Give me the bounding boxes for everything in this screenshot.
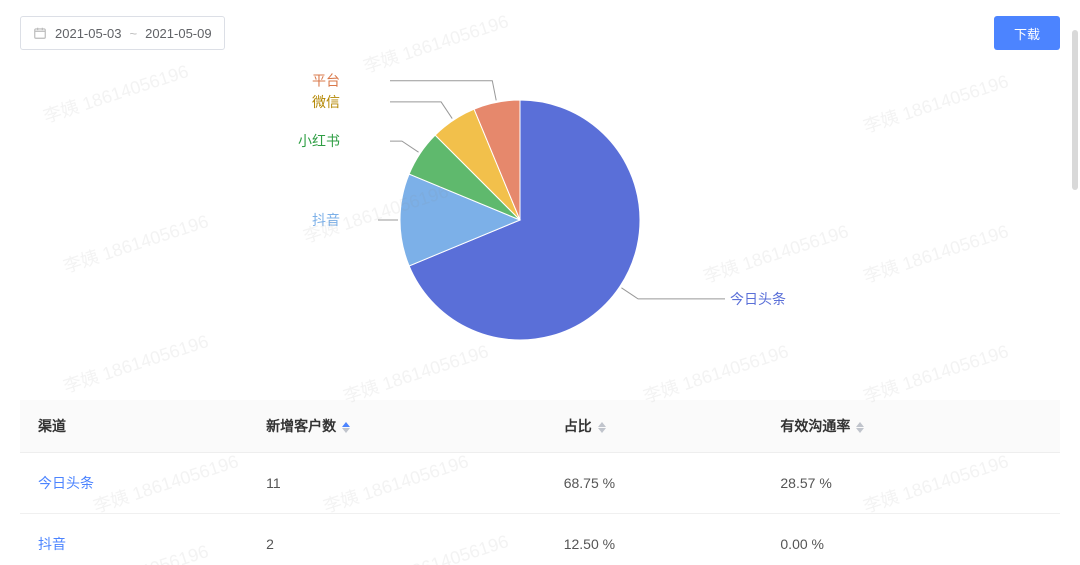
table-header-label: 有效沟通率 [780, 418, 850, 434]
date-separator: ~ [130, 26, 138, 41]
table-header-eff_rate[interactable]: 有效沟通率 [762, 400, 1060, 453]
topbar: 2021-05-03 ~ 2021-05-09 下载 [20, 16, 1060, 50]
pie-label: 抖音 [312, 212, 340, 228]
date-start: 2021-05-03 [55, 26, 122, 41]
pie-label: 小红书 [298, 133, 340, 149]
download-button[interactable]: 下载 [994, 16, 1060, 50]
calendar-icon [33, 26, 47, 40]
table-cell[interactable]: 抖音 [20, 514, 248, 565]
table-header-label: 新增客户数 [266, 418, 336, 434]
table-cell: 68.75 % [546, 453, 763, 514]
table-header-new_count[interactable]: 新增客户数 [248, 400, 546, 453]
table-cell: 11 [248, 453, 546, 514]
sort-icon[interactable] [856, 422, 864, 433]
page-root: 李姨 18614056196李姨 18614056196李姨 186140561… [0, 0, 1080, 565]
pie-leader [621, 288, 725, 299]
table-cell: 28.57 % [762, 453, 1060, 514]
table-row: 抖音212.50 %0.00 % [20, 514, 1060, 565]
date-end: 2021-05-09 [145, 26, 212, 41]
pie-leader [390, 141, 419, 152]
date-range-picker[interactable]: 2021-05-03 ~ 2021-05-09 [20, 16, 225, 50]
pie-chart: 今日头条 抖音 小红书 微信 平台 [20, 70, 1060, 370]
channel-table: 渠道新增客户数占比有效沟通率 今日头条1168.75 %28.57 %抖音212… [20, 400, 1060, 565]
pie-label: 平台 [312, 73, 340, 89]
sort-icon[interactable] [342, 422, 350, 433]
table-cell[interactable]: 今日头条 [20, 453, 248, 514]
table-header-label: 占比 [564, 418, 592, 434]
sort-icon[interactable] [598, 422, 606, 433]
table-row: 今日头条1168.75 %28.57 % [20, 453, 1060, 514]
table-cell: 2 [248, 514, 546, 565]
pie-leader [390, 102, 452, 119]
scrollbar[interactable] [1072, 30, 1078, 190]
table-header-label: 渠道 [38, 418, 66, 434]
table-cell: 12.50 % [546, 514, 763, 565]
pie-label: 今日头条 [730, 291, 786, 307]
table-header-ratio[interactable]: 占比 [546, 400, 763, 453]
table-cell: 0.00 % [762, 514, 1060, 565]
table-header-channel: 渠道 [20, 400, 248, 453]
pie-label: 微信 [312, 94, 340, 110]
pie-leader [390, 81, 496, 101]
